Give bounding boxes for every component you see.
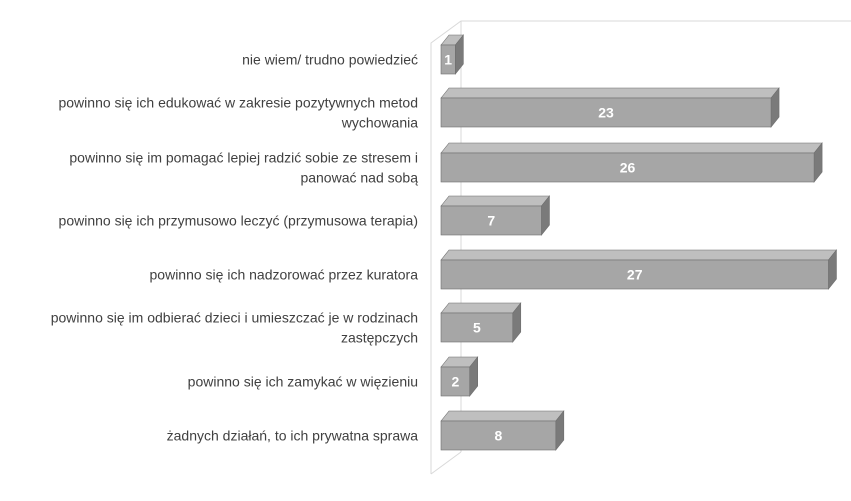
category-label-line: powinno się ich nadzorować przez kurator…	[150, 267, 419, 283]
bar-front-face	[440, 312, 514, 343]
bar-front-face	[440, 366, 471, 397]
bar-value-label: 5	[473, 320, 481, 336]
bar-top-face	[440, 249, 838, 261]
bar-front-face	[440, 420, 557, 451]
category-label: żadnych działań, to ich prywatna sprawa	[167, 428, 419, 444]
category-label: powinno się ich zamykać w więzieniu	[188, 374, 418, 390]
bar-top-face	[440, 142, 823, 154]
category-label-line: powinno się ich przymusowo leczyć (przym…	[59, 213, 418, 229]
category-label-line: powinno się im pomagać lepiej radzić sob…	[69, 150, 418, 166]
category-label-line: zastępczych	[341, 330, 418, 346]
category-label: nie wiem/ trudno powiedzieć	[242, 52, 418, 68]
bar-value-label: 26	[620, 160, 636, 176]
chart-wall-outline	[430, 20, 851, 474]
bar-front-face	[440, 97, 772, 128]
category-label: powinno się im odbierać dzieci i umieszc…	[51, 310, 418, 346]
category-label: powinno się im pomagać lepiej radzić sob…	[69, 150, 418, 186]
bar-top-face	[440, 410, 565, 422]
bar-front-face	[440, 205, 542, 236]
category-label-line: powinno się ich zamykać w więzieniu	[188, 374, 418, 390]
bar-front-face	[440, 44, 456, 75]
bar: 8	[440, 410, 565, 451]
bar: 7	[440, 195, 551, 236]
bar: 27	[440, 249, 838, 290]
bar-value-label: 2	[451, 374, 459, 390]
bar: 26	[440, 142, 823, 183]
category-label-line: wychowania	[341, 115, 418, 131]
bars: 1 23 26 7 27 5 2 8	[440, 34, 838, 451]
bar-value-label: 23	[598, 105, 614, 121]
category-label: powinno się ich edukować w zakresie pozy…	[58, 95, 418, 131]
bar-value-label: 27	[627, 267, 643, 283]
category-label-line: żadnych działań, to ich prywatna sprawa	[167, 428, 419, 444]
category-label: powinno się ich nadzorować przez kurator…	[150, 267, 419, 283]
bar: 23	[440, 87, 780, 128]
category-labels: nie wiem/ trudno powiedzieć powinno się i…	[51, 52, 418, 444]
bar-value-label: 8	[495, 428, 503, 444]
bar-front-face	[440, 152, 815, 183]
category-label: powinno się ich przymusowo leczyć (przym…	[59, 213, 418, 229]
category-label-line: powinno się im odbierać dzieci i umieszc…	[51, 310, 418, 326]
bar: 5	[440, 302, 522, 343]
category-label-line: panować nad sobą	[300, 170, 418, 186]
category-label-line: nie wiem/ trudno powiedzieć	[242, 52, 418, 68]
bar-top-face	[440, 195, 551, 207]
chart-floor-edge	[430, 451, 462, 475]
category-label-line: powinno się ich edukować w zakresie pozy…	[58, 95, 418, 111]
bar-front-face	[440, 259, 829, 290]
bar-value-label: 7	[487, 213, 495, 229]
bar-value-label: 1	[444, 52, 452, 68]
bar-top-face	[440, 87, 780, 99]
bar: 2	[440, 356, 479, 397]
bar: 1	[440, 34, 464, 75]
bar-top-face	[440, 302, 522, 314]
